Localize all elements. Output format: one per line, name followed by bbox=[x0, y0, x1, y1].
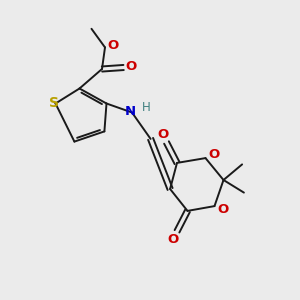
Text: O: O bbox=[168, 233, 179, 246]
Text: H: H bbox=[142, 100, 151, 114]
Text: N: N bbox=[125, 105, 136, 119]
Text: O: O bbox=[125, 59, 137, 73]
Text: O: O bbox=[157, 128, 169, 141]
Text: O: O bbox=[208, 148, 220, 161]
Text: O: O bbox=[108, 39, 119, 52]
Text: S: S bbox=[49, 96, 59, 110]
Text: O: O bbox=[217, 203, 229, 216]
